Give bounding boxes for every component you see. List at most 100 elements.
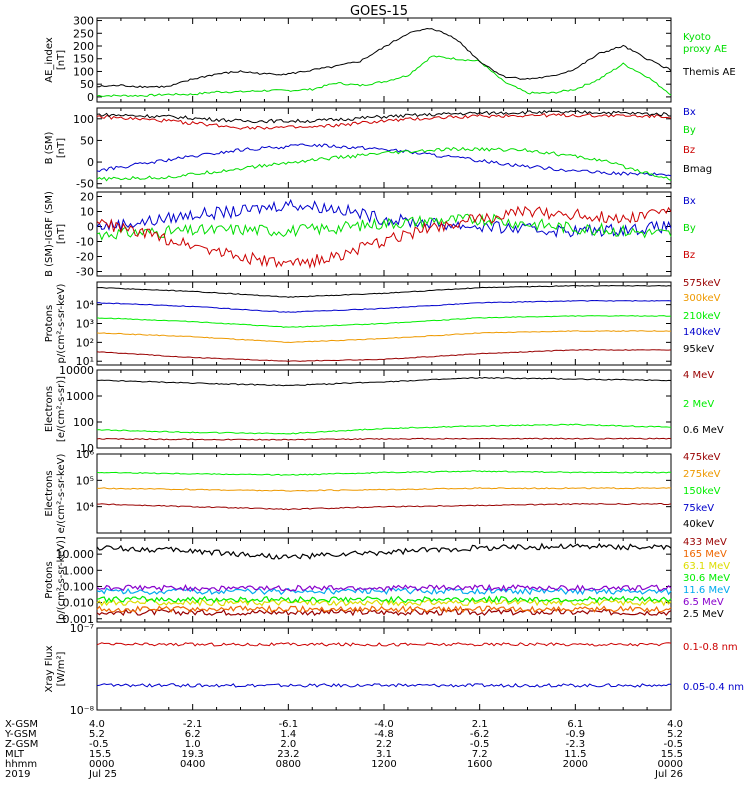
y-tick-label: 300 <box>73 15 94 28</box>
y-tick-label: 50 <box>80 78 94 91</box>
y-tick-label: 10 <box>80 442 94 455</box>
x-axis-value: -4.0 <box>374 719 394 730</box>
series-line-By <box>96 213 672 241</box>
legend-label: 165 MeV <box>683 549 727 560</box>
y-tick-label: 10⁴ <box>76 501 95 514</box>
legend-label: 0.1-0.8 nm <box>683 642 738 653</box>
x-axis-value: 5.2 <box>667 729 683 740</box>
y-tick-label: -10 <box>76 236 94 249</box>
legend-label: Bx <box>683 107 696 118</box>
legend-label: 2 MeV <box>683 399 714 410</box>
panel-6: 10.000 1.000 0.100 0.010 0.001 Protons [p/(cm²… <box>44 536 730 626</box>
series-line-210keV <box>96 315 672 328</box>
series-line-275keV <box>96 487 672 492</box>
series-line-165-MeV <box>96 604 672 614</box>
y-tick-label: 250 <box>73 27 94 40</box>
x-axis-value: 4.0 <box>667 719 683 730</box>
legend-label: proxy AE <box>683 44 727 55</box>
series-line-2-MeV <box>96 423 672 435</box>
x-axis-value: 1600 <box>467 759 492 770</box>
legend-label: 11.6 MeV <box>683 585 730 596</box>
y-tick-label: 0.001 <box>63 613 95 626</box>
y-tick-label: 100 <box>73 113 94 126</box>
x-axis-value: Jul 26 <box>654 769 683 780</box>
x-axis-row-label: Z-GSM <box>5 739 38 750</box>
y-tick-label: 100 <box>73 65 94 78</box>
panel-4: 10000 1000 100 10 Electrons [e/(cm²-s-sr)] 4 M… <box>44 364 724 455</box>
y-axis-label: Protons <box>44 305 55 342</box>
y-axis-label: [W/m²] <box>56 651 67 686</box>
y-tick-label: -30 <box>76 266 94 279</box>
y-axis-label: B (SM)-IGRF (SM) <box>44 191 55 277</box>
x-axis-value: -4.8 <box>374 729 394 740</box>
legend-label: 30.6 MeV <box>683 573 730 584</box>
x-axis-value: -2.1 <box>183 719 203 730</box>
y-axis-label: [p/(cm²-s-sr-keV)] <box>56 536 67 624</box>
x-axis-value: -2.3 <box>566 739 586 750</box>
legend-label: 475keV <box>683 452 721 463</box>
series-line-30.6-MeV <box>96 595 672 604</box>
series-line-Bz <box>96 205 672 270</box>
legend-label: Bz <box>683 250 695 261</box>
x-axis-value: 0000 <box>658 759 683 770</box>
series-line-2.5-MeV <box>96 542 672 560</box>
series-line-433-MeV <box>96 608 672 617</box>
series-line-4-MeV <box>96 437 672 441</box>
legend-label: 300keV <box>683 293 721 304</box>
x-axis-value: 6.1 <box>567 719 583 730</box>
x-axis-value: 0400 <box>180 759 205 770</box>
x-axis-value: -0.9 <box>566 729 586 740</box>
y-tick-label: 10 <box>80 206 94 219</box>
x-axis-value: 3.1 <box>376 749 392 760</box>
x-axis-value: -6.1 <box>279 719 299 730</box>
y-tick-label: 10³ <box>76 318 94 331</box>
legend-label: 75keV <box>683 503 714 514</box>
y-axis-label: Xray Flux <box>44 645 55 692</box>
legend-label: 575keV <box>683 278 721 289</box>
y-axis-label: [nT] <box>56 138 67 158</box>
series-line-Themis-AE <box>96 27 672 89</box>
y-tick-label: 0.010 <box>63 597 95 610</box>
x-axis-value: 6.2 <box>185 729 201 740</box>
y-axis-label: B (SM) <box>44 131 55 164</box>
y-tick-label: 0 <box>87 91 94 104</box>
legend-label: Bx <box>683 196 696 207</box>
x-axis-row-label: Y-GSM <box>4 729 37 740</box>
series-line-475keV <box>97 502 672 511</box>
series-line-575keV <box>96 348 672 362</box>
series-line-Bmag <box>96 110 671 124</box>
x-axis-value: 1.0 <box>185 739 201 750</box>
x-axis-value: 15.5 <box>661 749 683 760</box>
x-axis-value: 4.0 <box>89 719 105 730</box>
x-axis-value: 0000 <box>89 759 114 770</box>
x-axis-value: 1200 <box>371 759 396 770</box>
y-tick-label: 150 <box>73 53 94 66</box>
legend-label: 63.1 MeV <box>683 561 730 572</box>
series-line-300keV <box>96 330 672 344</box>
legend-label: Bmag <box>683 164 712 175</box>
series-line-95keV <box>97 284 672 298</box>
x-axis-value: 2.2 <box>376 739 392 750</box>
y-tick-label: -50 <box>76 178 94 191</box>
x-axis-value: 2000 <box>563 759 588 770</box>
legend-label: 433 MeV <box>683 537 727 548</box>
series-line-140keV <box>96 299 672 313</box>
x-axis-value: 11.5 <box>564 749 586 760</box>
legend-label: 210keV <box>683 311 721 322</box>
chart-title: GOES-15 <box>350 4 408 19</box>
series-line-6.5-MeV <box>96 583 672 592</box>
y-axis-label: Protons <box>44 561 55 598</box>
panel-1: 100 50 0 -50 B (SM) [nT] Bx By Bz Bmag <box>44 107 712 191</box>
y-axis-label: Electrons <box>44 386 55 432</box>
y-tick-label: 10⁴ <box>76 299 95 312</box>
series-line-Bz <box>96 112 672 130</box>
series-line-150keV <box>96 470 672 476</box>
y-axis-label: [nT] <box>56 50 67 70</box>
legend-label: 6.5 MeV <box>683 597 724 608</box>
x-axis-value: 5.2 <box>89 729 105 740</box>
series-line-Kyoto <box>96 55 672 98</box>
y-tick-label: 0 <box>87 156 94 169</box>
y-tick-label: 10⁵ <box>76 474 94 487</box>
